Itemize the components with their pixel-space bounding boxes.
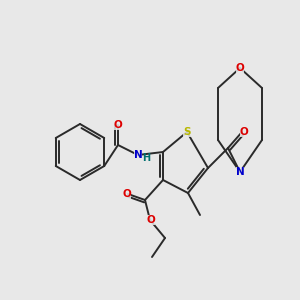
Text: H: H (142, 153, 150, 163)
Text: O: O (123, 189, 131, 199)
Text: O: O (236, 63, 244, 73)
Text: N: N (134, 150, 142, 160)
Text: N: N (236, 167, 244, 177)
Text: S: S (183, 127, 191, 137)
Text: O: O (240, 127, 248, 137)
Text: O: O (114, 120, 122, 130)
Text: O: O (147, 215, 155, 225)
